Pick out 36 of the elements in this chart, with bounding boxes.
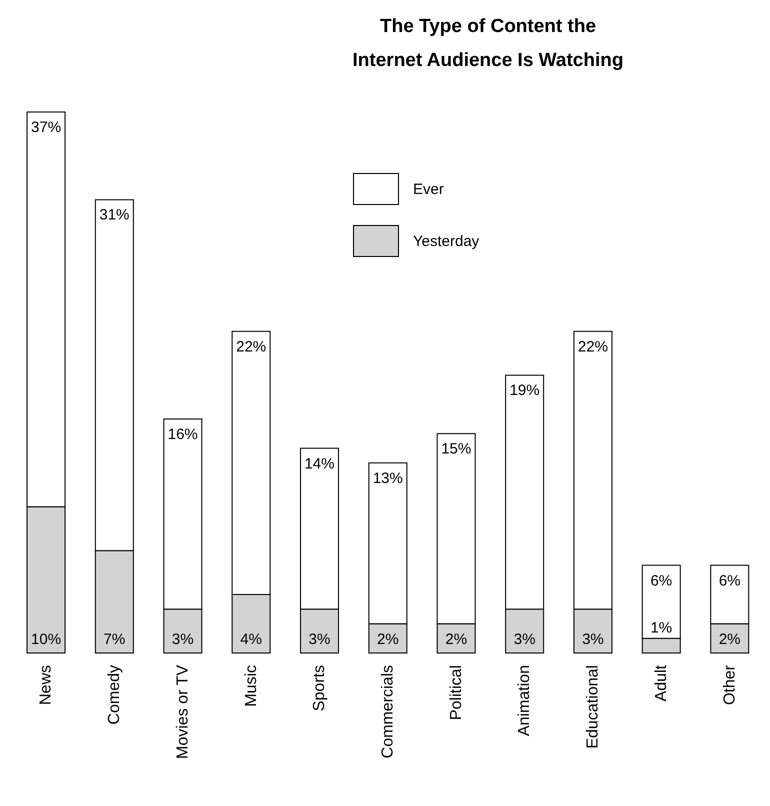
x-tick-label: Commercials: [380, 665, 396, 758]
data-label: 4%: [240, 631, 262, 648]
total-label: 6%: [718, 572, 741, 590]
data-label: 3%: [582, 631, 604, 648]
data-label: 3%: [514, 631, 536, 648]
x-tick-label: Other: [721, 664, 738, 706]
x-tick-label: News: [38, 665, 55, 706]
data-label: 2%: [445, 631, 468, 648]
data-label: 2%: [377, 631, 399, 648]
total-label: 13%: [372, 470, 403, 487]
x-tick-label: Comedy: [106, 665, 124, 725]
x-tick-label: Music: [242, 665, 260, 707]
data-label: 1%: [650, 619, 672, 636]
data-label: 2%: [718, 631, 741, 648]
total-label: 22%: [578, 338, 608, 356]
x-tick-label: Adult: [652, 664, 670, 702]
data-label: 3%: [308, 631, 330, 648]
x-tick-label: Sports: [311, 665, 328, 712]
x-tick-label: Animation: [516, 665, 534, 736]
x-tick-label: Educational: [584, 665, 602, 749]
total-label: 15%: [441, 440, 472, 458]
data-label: 3%: [172, 631, 194, 648]
total-label: 22%: [236, 338, 266, 356]
data-label: 10%: [31, 631, 62, 648]
total-label: 16%: [168, 426, 198, 444]
total-label: 14%: [304, 455, 335, 472]
total-label: 6%: [650, 572, 672, 590]
data-label: 7%: [104, 631, 126, 648]
total-label: 19%: [510, 382, 540, 400]
total-label: 31%: [99, 206, 130, 224]
x-tick-label: Movies or TV: [174, 664, 192, 759]
legend-label: Ever: [413, 180, 444, 198]
total-label: 37%: [31, 119, 62, 136]
chart-title: The Type of Content the Internet Audience Is Watching: [352, 15, 624, 73]
legend-label: Yesterday: [413, 232, 480, 250]
x-tick-label: Political: [448, 665, 465, 720]
